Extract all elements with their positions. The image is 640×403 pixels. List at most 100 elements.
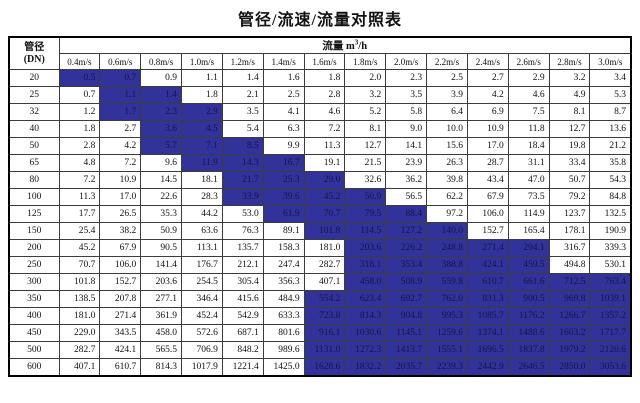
flow-cell-highlighted: 1131.0 xyxy=(303,341,346,359)
flow-cell-highlighted: 1628.6 xyxy=(303,358,346,377)
flow-cell: 26.5 xyxy=(99,205,142,223)
flow-cell-highlighted: 762.0 xyxy=(426,290,468,308)
flow-cell: 494.8 xyxy=(548,256,591,274)
flow-cell: 484.9 xyxy=(262,290,305,308)
flow-cell: 76.3 xyxy=(221,222,264,240)
dn-cell: 125 xyxy=(8,205,60,223)
flow-cell-highlighted: 0.7 xyxy=(99,69,142,87)
flow-cell: 165.4 xyxy=(507,222,550,240)
dn-cell: 25 xyxy=(8,86,60,104)
flow-cell: 1221.4 xyxy=(221,358,264,377)
flow-cell: 176.7 xyxy=(181,256,223,274)
flow-cell: 21.5 xyxy=(344,154,387,172)
flow-cell-highlighted: 1979.2 xyxy=(548,341,591,359)
table-row: 25 0.7 1.1 1.4 1.8 2.1 2.5 2.8 3.2 3.5 3.9 4.2 4.6 4.… xyxy=(8,86,632,104)
flow-cell-highlighted: 14.3 xyxy=(221,154,264,172)
flow-cell-highlighted: 114.5 xyxy=(344,222,387,240)
dn-cell: 65 xyxy=(8,154,60,172)
flow-cell: 9.6 xyxy=(140,154,183,172)
velocity-header-cell: 1.8m/s xyxy=(344,53,387,70)
flow-cell: 47.0 xyxy=(507,171,550,189)
flow-cell: 25.4 xyxy=(58,222,101,240)
flow-cell: 7.2 xyxy=(58,171,101,189)
flow-cell: 73.5 xyxy=(507,188,550,206)
flow-cell-highlighted: 1259.6 xyxy=(426,324,468,342)
flow-cell-highlighted: 1413.7 xyxy=(385,341,428,359)
flow-cell: 123.7 xyxy=(548,205,591,223)
flow-cell-highlighted: 2120.6 xyxy=(589,341,632,359)
flow-cell: 11.3 xyxy=(303,137,346,155)
flow-cell: 10.9 xyxy=(466,120,509,138)
velocity-header-cell: 1.0m/s xyxy=(181,53,223,70)
flow-cell: 114.9 xyxy=(507,205,550,223)
flow-cell-highlighted: 610.7 xyxy=(466,273,509,291)
flow-cell: 14.5 xyxy=(140,171,183,189)
flow-cell: 56.5 xyxy=(385,188,428,206)
flow-cell: 106.0 xyxy=(99,256,142,274)
flow-cell-highlighted: 127.2 xyxy=(385,222,428,240)
flow-cell: 15.6 xyxy=(426,137,468,155)
flow-cell: 2.5 xyxy=(426,69,468,87)
flow-cell-highlighted: 623.4 xyxy=(344,290,387,308)
flow-cell: 339.3 xyxy=(589,239,632,257)
flow-cell: 247.4 xyxy=(262,256,305,274)
flow-cell: 97.2 xyxy=(426,205,468,223)
flow-cell-highlighted: 814.3 xyxy=(344,307,387,325)
flow-cell: 7.2 xyxy=(99,154,142,172)
flow-cell-highlighted: 203.6 xyxy=(344,239,387,257)
flow-cell: 8.1 xyxy=(548,103,591,121)
dn-header-cell: 管径 (DN) xyxy=(8,36,60,70)
flow-cell-highlighted: 3053.6 xyxy=(589,358,632,377)
flow-cell: 229.0 xyxy=(58,324,101,342)
flow-cell: 989.6 xyxy=(262,341,305,359)
flow-cell-highlighted: 969.8 xyxy=(548,290,591,308)
flow-cell: 3.4 xyxy=(589,69,632,87)
flow-cell: 1425.0 xyxy=(262,358,305,377)
flow-cell-highlighted: 508.9 xyxy=(385,273,428,291)
flow-cell: 7.5 xyxy=(507,103,550,121)
flow-cell: 67.9 xyxy=(99,239,142,257)
flow-cell-highlighted: 554.2 xyxy=(303,290,346,308)
flow-cell-highlighted: 11.9 xyxy=(181,154,223,172)
flow-cell: 305.4 xyxy=(221,273,264,291)
velocity-header-cell: 0.4m/s xyxy=(58,53,101,70)
flow-cell-highlighted: 1374.1 xyxy=(466,324,509,342)
flow-cell: 31.1 xyxy=(507,154,550,172)
flow-cell: 2.9 xyxy=(507,69,550,87)
flow-cell-highlighted: 458.0 xyxy=(344,273,387,291)
flow-cell-highlighted: 25.3 xyxy=(262,171,305,189)
flow-cell-highlighted: 1039.1 xyxy=(589,290,632,308)
flow-cell: 254.5 xyxy=(181,273,223,291)
flow-header-text: 流量 m xyxy=(322,41,355,52)
flow-cell-highlighted: 661.6 xyxy=(507,273,550,291)
flow-cell: 132.5 xyxy=(589,205,632,223)
flow-cell: 1.2 xyxy=(58,103,101,121)
flow-cell: 26.3 xyxy=(426,154,468,172)
flow-cell: 17.0 xyxy=(99,188,142,206)
flow-cell-highlighted: 226.2 xyxy=(385,239,428,257)
flow-cell-highlighted: 4.5 xyxy=(181,120,223,138)
flow-cell: 212.1 xyxy=(221,256,264,274)
flow-cell: 22.6 xyxy=(140,188,183,206)
flow-cell: 141.4 xyxy=(140,256,183,274)
flow-cell: 39.8 xyxy=(426,171,468,189)
flow-cell: 45.2 xyxy=(58,239,101,257)
flow-cell: 152.7 xyxy=(466,222,509,240)
table-row: 20 0.5 0.7 0.9 1.1 1.4 1.6 1.8 2.0 2.3 2.5 2.7 2.9 3.… xyxy=(8,69,632,87)
flow-cell-highlighted: 1555.1 xyxy=(426,341,468,359)
flow-cell: 90.5 xyxy=(140,239,183,257)
flow-cell-highlighted: 39.6 xyxy=(262,188,305,206)
flow-cell: 3.2 xyxy=(344,86,387,104)
flow-cell: 8.1 xyxy=(344,120,387,138)
flow-cell: 814.3 xyxy=(140,358,183,377)
flow-cell-highlighted: 1030.6 xyxy=(344,324,387,342)
flow-cell: 50.7 xyxy=(548,171,591,189)
flow-cell: 452.4 xyxy=(181,307,223,325)
flow-cell-highlighted: 712.5 xyxy=(548,273,591,291)
dn-cell: 350 xyxy=(8,290,60,308)
flow-cell: 4.2 xyxy=(99,137,142,155)
flow-cell-highlighted: 900.5 xyxy=(507,290,550,308)
table-row: 125 17.7 26.5 35.3 44.2 53.0 61.9 70.7 79.5 88.4 9… xyxy=(8,205,632,223)
flow-cell-highlighted: 763.4 xyxy=(589,273,632,291)
flow-cell-highlighted: 1.4 xyxy=(140,86,183,104)
